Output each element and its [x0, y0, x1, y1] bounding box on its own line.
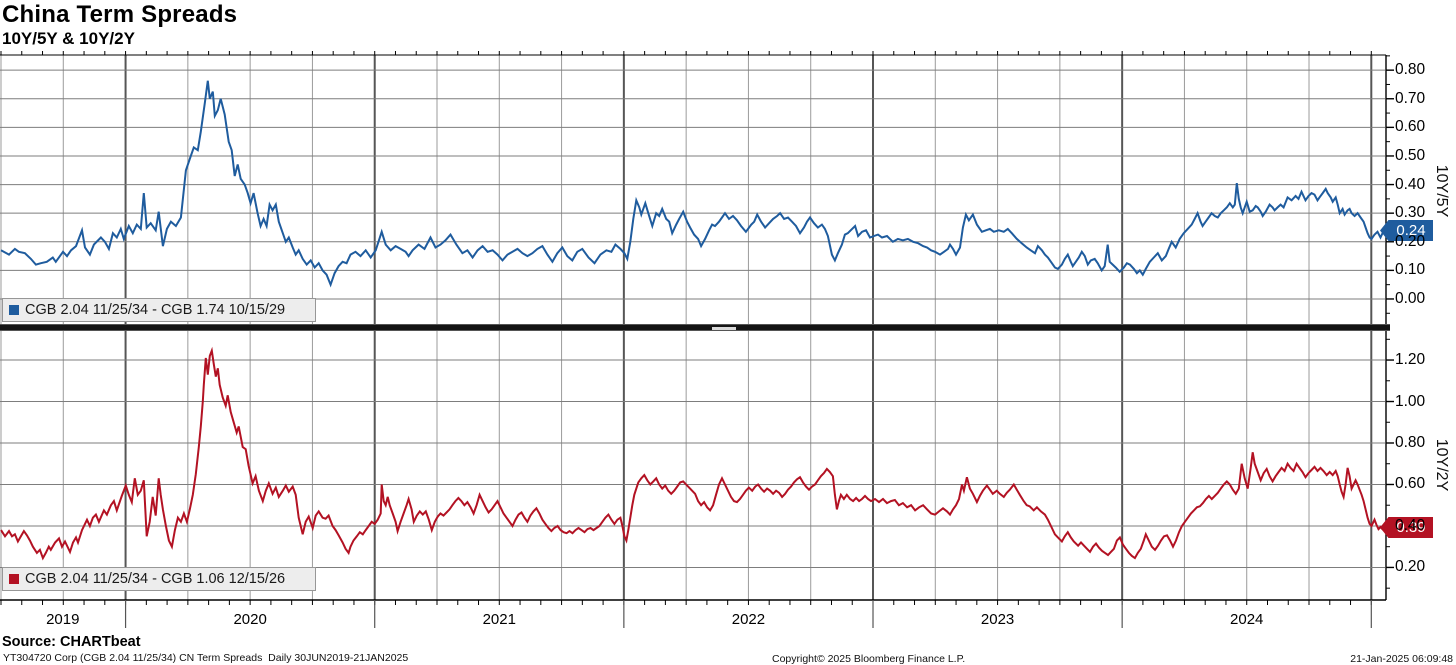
- y-tick-label: 0.60: [1395, 475, 1426, 493]
- x-tick-label: 2019: [46, 611, 80, 628]
- panel-divider-handle[interactable]: [712, 327, 736, 330]
- footer-security-description: YT304720 Corp (CGB 2.04 11/25/34) CN Ter…: [3, 652, 409, 664]
- footer-timestamp: 21-Jan-2025 06:09:48: [1350, 653, 1453, 665]
- y-tick-label: 0.00: [1395, 289, 1426, 307]
- x-tick-label: 2020: [233, 611, 267, 628]
- y-tick-label: 0.20: [1395, 558, 1426, 576]
- y-tick-label: 0.20: [1395, 232, 1426, 250]
- y-tick-label: 0.80: [1395, 433, 1426, 451]
- y-tick-label: 0.50: [1395, 146, 1426, 164]
- legend-bottom-panel[interactable]: CGB 2.04 11/25/34 - CGB 1.06 12/15/26: [2, 567, 316, 591]
- y-tick-label: 0.40: [1395, 175, 1426, 193]
- chart-title: China Term Spreads: [2, 1, 238, 28]
- legend-label-bottom: CGB 2.04 11/25/34 - CGB 1.06 12/15/26: [25, 571, 286, 587]
- y-tick-label: 0.30: [1395, 204, 1426, 222]
- x-tick-label: 2022: [731, 611, 766, 628]
- footer-source: Source: CHARTbeat: [2, 634, 141, 650]
- y-axis-title-top: 10Y/5Y: [1433, 164, 1450, 218]
- last-value-badge-10y5y: 0.24: [1380, 220, 1433, 241]
- footer-copyright: Copyright© 2025 Bloomberg Finance L.P.: [772, 653, 966, 665]
- chart-subtitle: 10Y/5Y & 10Y/2Y: [2, 29, 135, 48]
- series-line-10y2y: [0, 346, 1385, 561]
- y-tick-label: 1.00: [1395, 392, 1426, 410]
- legend-marker-red-icon: [9, 574, 19, 584]
- legend-marker-blue-icon: [9, 305, 19, 315]
- y-tick-label: 1.20: [1395, 351, 1426, 369]
- legend-label-top: CGB 2.04 11/25/34 - CGB 1.74 10/15/29: [25, 302, 286, 318]
- x-tick-label: 2021: [482, 611, 516, 628]
- last-value-badge-10y2y: 0.39: [1380, 517, 1433, 538]
- y-tick-label: 0.60: [1395, 118, 1426, 136]
- x-tick-label: 2024: [1230, 611, 1264, 628]
- y-tick-label: 0.10: [1395, 261, 1426, 279]
- y-tick-label: 0.80: [1395, 61, 1426, 79]
- y-tick-label: 0.70: [1395, 89, 1426, 107]
- series-line-10y5y: [0, 80, 1386, 288]
- x-tick-label: 2023: [980, 611, 1015, 628]
- y-axis-title-bottom: 10Y/2Y: [1433, 438, 1450, 492]
- panel-divider: [0, 324, 1390, 331]
- legend-top-panel[interactable]: CGB 2.04 11/25/34 - CGB 1.74 10/15/29: [2, 298, 316, 322]
- y-tick-label: 0.40: [1395, 516, 1426, 534]
